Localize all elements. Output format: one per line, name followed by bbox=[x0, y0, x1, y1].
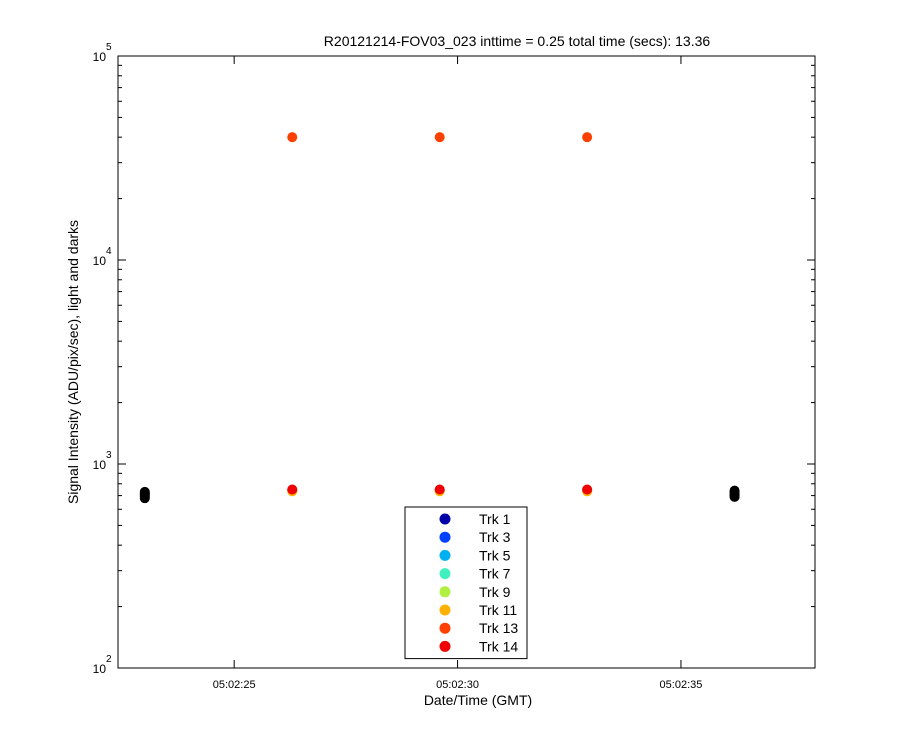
y-tick-label: 10 bbox=[93, 662, 107, 676]
legend-label: Trk 13 bbox=[479, 620, 518, 636]
legend-marker bbox=[439, 531, 451, 543]
legend-label: Trk 3 bbox=[479, 529, 511, 545]
series-point bbox=[287, 132, 298, 143]
legend-marker bbox=[439, 549, 451, 561]
legend-marker bbox=[439, 604, 451, 616]
axis-ticks bbox=[118, 55, 815, 669]
legend-label: Trk 9 bbox=[479, 584, 511, 600]
legend-label: Trk 14 bbox=[479, 638, 518, 654]
series-point bbox=[434, 132, 445, 143]
x-axis-label: Date/Time (GMT) bbox=[424, 692, 532, 708]
legend-label: Trk 11 bbox=[479, 602, 517, 618]
x-tick-label: 05:02:30 bbox=[436, 679, 479, 691]
series-point bbox=[287, 484, 298, 495]
y-tick-exponent: 5 bbox=[106, 42, 112, 53]
data-points bbox=[139, 132, 740, 504]
legend-label: Trk 1 bbox=[479, 511, 511, 527]
legend-label: Trk 7 bbox=[479, 566, 511, 582]
x-tick-label: 05:02:25 bbox=[213, 679, 256, 691]
chart-title: R20121214-FOV03_023 inttime = 0.25 total… bbox=[324, 33, 711, 49]
dark-point bbox=[729, 485, 740, 496]
legend-marker bbox=[439, 640, 451, 652]
legend-label: Trk 5 bbox=[479, 547, 511, 563]
legend: Trk 1 Trk 3 Trk 5 Trk 7 Trk 9 Trk 11 Trk 13 Trk… bbox=[404, 506, 528, 660]
legend-box bbox=[404, 506, 528, 660]
x-tick-label: 05:02:35 bbox=[660, 679, 703, 691]
y-tick-exponent: 4 bbox=[106, 246, 112, 257]
legend-marker bbox=[439, 586, 451, 598]
y-tick-label: 10 bbox=[93, 50, 107, 64]
series-point bbox=[582, 484, 593, 495]
legend-marker bbox=[439, 622, 451, 634]
y-tick-label: 10 bbox=[93, 254, 107, 268]
y-tick-exponent: 2 bbox=[106, 654, 112, 665]
plot-frame bbox=[117, 55, 816, 669]
y-axis-label: Signal Intensity (ADU/pix/sec), light an… bbox=[65, 220, 81, 504]
y-tick-exponent: 3 bbox=[106, 450, 112, 461]
series-point bbox=[434, 484, 445, 495]
dark-point bbox=[139, 486, 150, 497]
legend-marker bbox=[439, 568, 451, 580]
series-point bbox=[582, 132, 593, 143]
y-tick-label: 10 bbox=[93, 458, 107, 472]
legend-marker bbox=[439, 513, 451, 525]
